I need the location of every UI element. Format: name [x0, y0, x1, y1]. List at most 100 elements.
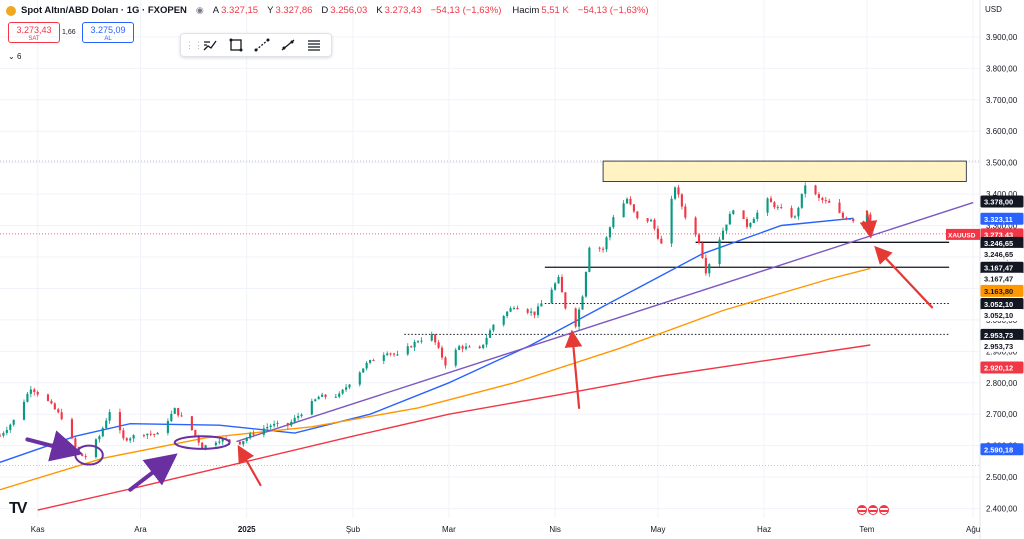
candle-body [57, 409, 60, 413]
candle-body [773, 202, 776, 208]
candle-body [369, 360, 372, 363]
volume-value: 5,51 K [541, 5, 569, 16]
symbol-title[interactable]: Spot Altın/ABD Doları · 1G · FXOPEN [21, 5, 187, 16]
candle-body [434, 334, 437, 343]
price-tag-label: 2.920,12 [984, 364, 1013, 373]
candle-body [749, 223, 752, 227]
candle-body [53, 403, 56, 410]
price-tag [980, 443, 1024, 456]
price-tag-label: 3.323,11 [984, 215, 1013, 224]
gold-symbol-icon [6, 5, 16, 16]
open-value: 3.327,15 [221, 5, 259, 16]
trendline-tool-icon[interactable] [251, 36, 273, 54]
candle-body [800, 193, 803, 208]
candle-body [46, 394, 50, 401]
candle-body [334, 396, 337, 398]
candle-body [362, 368, 365, 373]
candle-body [101, 428, 104, 437]
candle-body [649, 219, 653, 222]
candle-body [50, 400, 53, 404]
candle-body [656, 228, 659, 239]
candle-body [848, 218, 851, 220]
currency-label[interactable]: USD [985, 5, 1002, 14]
candle-body [60, 412, 63, 420]
candle-body [530, 311, 533, 313]
candle-body [458, 346, 461, 350]
economic-events[interactable] [857, 505, 889, 515]
candle-body [516, 307, 519, 310]
candle-body [605, 237, 608, 250]
candle-body [512, 307, 516, 309]
candle-body [557, 277, 560, 284]
candle-body [632, 204, 635, 212]
fib-tool-icon[interactable] [303, 36, 325, 54]
candle-body [550, 289, 553, 304]
candle-body [105, 420, 108, 429]
symbol-tag [946, 228, 980, 240]
candle-body [506, 311, 509, 317]
candle-body [492, 324, 495, 331]
candle-body [314, 399, 317, 402]
annotation-arrow [564, 329, 583, 410]
candle-body [149, 433, 152, 435]
price-tag [980, 212, 1024, 225]
candle-body [386, 353, 389, 356]
us-flag-icon[interactable] [857, 505, 867, 515]
candle-body [12, 419, 15, 425]
drag-handle-icon[interactable]: ⋮⋮ [185, 39, 203, 50]
style-tool-icon[interactable] [199, 36, 221, 54]
candle-body [214, 442, 217, 446]
candle-body [852, 218, 855, 222]
candle-body [684, 206, 687, 218]
sell-button[interactable]: 3.273,43 SAT [8, 22, 60, 43]
candle-body [797, 207, 800, 217]
candle-body [420, 340, 423, 342]
ray-tool-icon[interactable] [277, 36, 299, 54]
candle-body [444, 357, 447, 366]
candle-body [348, 384, 351, 388]
candle-body [81, 454, 84, 457]
candle-body [697, 234, 701, 244]
price-tag-label: 2.590,18 [984, 445, 1013, 454]
buy-price: 3.275,09 [90, 25, 126, 35]
x-tick-label: Haz [757, 525, 771, 534]
candle-body [74, 438, 77, 448]
spread-value: 1,66 [62, 29, 76, 36]
rectangle-tool-icon[interactable] [225, 36, 247, 54]
chevron-down-icon: ⌄ [8, 52, 15, 61]
symbol-tag-label: XAUUSD [948, 232, 976, 239]
candle-body [841, 212, 844, 218]
candle-body [756, 212, 759, 219]
us-flag-icon[interactable] [868, 505, 878, 515]
indicators-toggle[interactable]: ⌄ 6 [8, 52, 21, 61]
price-tag-label: 3.052,10 [984, 300, 1013, 309]
candle-body [824, 200, 827, 202]
candle-body [389, 353, 392, 355]
buy-button[interactable]: 3.275,09 AL [82, 22, 134, 43]
candle-body [396, 354, 399, 356]
candle-body [793, 216, 797, 218]
candle-body [430, 334, 433, 341]
candle-body [680, 194, 683, 207]
x-tick-label: Şub [346, 525, 361, 534]
candle-body [146, 433, 149, 436]
candle-body [817, 194, 821, 198]
candle-body [129, 438, 132, 441]
price-tag [980, 272, 1024, 285]
annotation-arrow [25, 430, 84, 462]
tradingview-logo[interactable]: TV [9, 500, 28, 517]
candle-body [721, 230, 725, 240]
y-tick-label: 3.600,00 [986, 127, 1018, 136]
high-label: Y [267, 5, 274, 16]
annotation-arrow [874, 245, 934, 309]
high-value: 3.327,86 [275, 5, 313, 16]
us-flag-icon[interactable] [879, 505, 889, 515]
candle-body [382, 355, 385, 361]
candle-body [276, 423, 279, 425]
eye-icon[interactable]: ◉ [195, 5, 204, 15]
candle-body [745, 219, 749, 227]
volume-label: Hacim [512, 5, 540, 16]
price-tag [980, 361, 1024, 374]
